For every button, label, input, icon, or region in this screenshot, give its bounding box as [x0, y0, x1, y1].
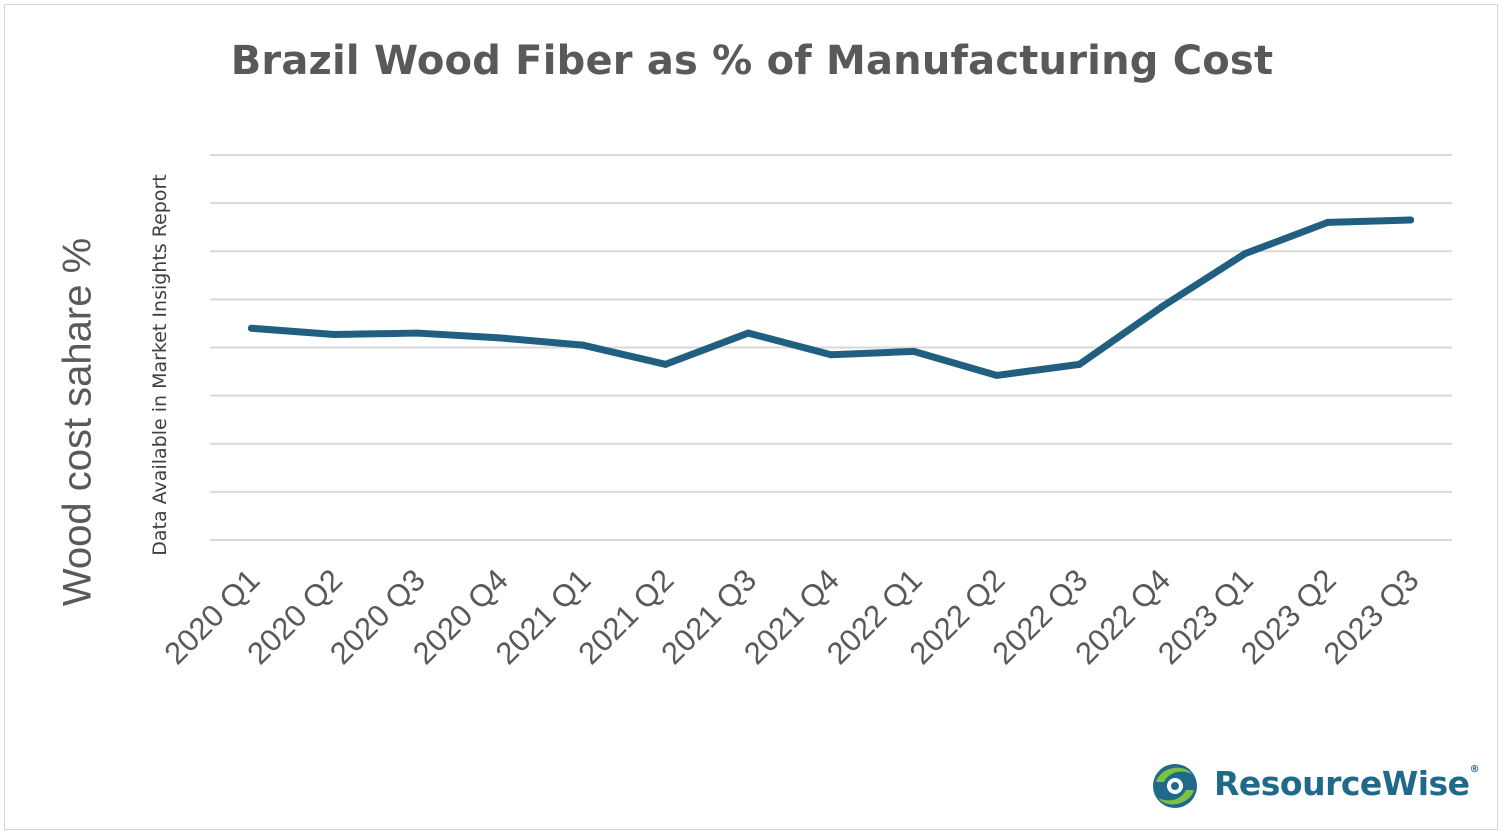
logo-wordmark: ResourceWise®: [1214, 764, 1480, 803]
logo-text: ResourceWise: [1214, 764, 1470, 803]
data-point: [1407, 216, 1415, 224]
data-point: [661, 360, 669, 368]
data-point: [579, 341, 587, 349]
data-point: [1075, 360, 1083, 368]
data-point: [827, 351, 835, 359]
swirl-globe-icon: [1153, 764, 1197, 808]
gridlines: [210, 154, 1452, 541]
data-point: [247, 324, 255, 332]
data-point: [1241, 250, 1249, 258]
data-point: [413, 329, 421, 337]
data-point: [1324, 218, 1332, 226]
data-point: [1158, 303, 1166, 311]
series-layer: [247, 216, 1415, 379]
chart-frame: [4, 4, 1498, 830]
data-point: [910, 347, 918, 355]
chart-title: Brazil Wood Fiber as % of Manufacturing …: [230, 38, 1274, 84]
data-point: [744, 329, 752, 337]
data-point: [496, 334, 504, 342]
data-point: [993, 371, 1001, 379]
registered-mark: ®: [1469, 764, 1480, 775]
data-point: [330, 331, 338, 339]
resourcewise-logo: ResourceWise®: [1146, 760, 1480, 812]
